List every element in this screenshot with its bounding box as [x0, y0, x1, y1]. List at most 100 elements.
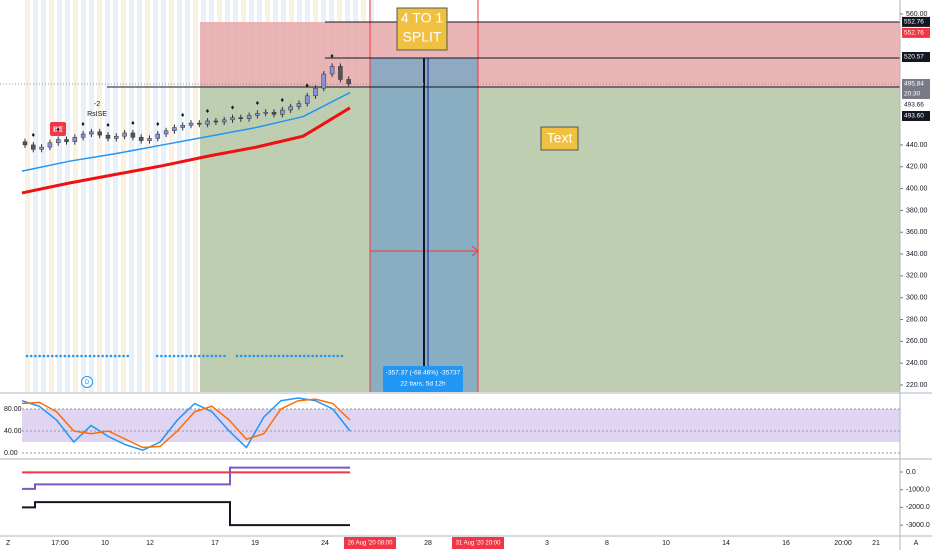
be-label: BE	[53, 126, 63, 133]
right-button[interactable]: A	[914, 540, 919, 547]
dot	[315, 354, 319, 358]
price-badge	[902, 100, 930, 111]
dot	[218, 354, 222, 358]
time-label: 14	[722, 540, 730, 547]
dot	[269, 354, 272, 358]
be-badge	[50, 122, 66, 136]
dot	[63, 354, 67, 358]
arrow-head	[471, 245, 479, 257]
dot	[101, 354, 104, 358]
candle-body	[114, 135, 119, 139]
lower-line	[22, 501, 350, 527]
text-label: Text	[547, 130, 573, 146]
candle-body	[329, 66, 335, 75]
signal-name: RsISE	[87, 111, 107, 118]
dot	[294, 354, 298, 358]
dot	[126, 354, 130, 358]
dot	[76, 354, 79, 358]
time-label: 3	[545, 540, 549, 547]
stripe	[41, 0, 46, 392]
measure-box	[383, 366, 463, 392]
time-label: 24	[321, 540, 329, 547]
time-label: 8	[605, 540, 609, 547]
candle-body	[205, 120, 210, 125]
dot	[193, 354, 197, 358]
stripe	[153, 0, 158, 392]
text-box	[540, 126, 579, 151]
dot	[273, 354, 277, 358]
dot	[223, 354, 226, 358]
lower-tick-label: -2000.0	[906, 504, 930, 511]
dot	[155, 354, 159, 358]
candle-body	[197, 122, 202, 125]
price-tick-label: 260.00	[906, 338, 928, 345]
candle-body	[188, 122, 194, 126]
price-badge	[902, 111, 930, 122]
signal-arrow: ♦	[231, 105, 235, 112]
candle-body	[238, 117, 244, 120]
split-label-box	[396, 7, 448, 51]
price-badge-label: 520.57	[904, 54, 924, 61]
candle-body	[288, 106, 293, 111]
dot	[80, 354, 83, 358]
moving-average	[21, 91, 351, 172]
dot	[340, 354, 344, 358]
candle-body	[72, 137, 78, 142]
candle-body	[138, 137, 144, 141]
signal-arrow: ♦	[32, 132, 36, 139]
dot	[256, 354, 260, 358]
stoch-line	[21, 398, 351, 449]
price-tick-label: 400.00	[906, 185, 928, 192]
signal-arrow: ♦	[156, 121, 160, 128]
candle-body	[313, 87, 318, 97]
price-tick-label: 280.00	[906, 316, 928, 323]
stripe	[129, 0, 134, 392]
candle-body	[80, 133, 86, 138]
price-tick-label: 440.00	[906, 142, 928, 149]
dot	[281, 354, 285, 358]
candle-body	[338, 66, 343, 80]
dot	[277, 354, 281, 358]
signal-arrow: ♦	[256, 100, 260, 107]
price-badge-label: 495.84	[904, 81, 924, 88]
dot	[248, 354, 251, 358]
stripe	[81, 0, 86, 392]
dot	[181, 354, 184, 358]
signal-arrow: ♦	[81, 121, 85, 128]
price-tick-label: 360.00	[906, 229, 928, 236]
stripe	[113, 0, 118, 392]
price-tick-label: 240.00	[906, 360, 928, 367]
dot	[252, 354, 256, 358]
dot	[29, 354, 33, 358]
stripe	[145, 0, 150, 392]
price-tick-label: 380.00	[906, 207, 928, 214]
price-tick-label: 220.00	[906, 382, 928, 389]
dot	[50, 354, 54, 358]
time-label: 10	[662, 540, 670, 547]
stripe	[73, 0, 78, 392]
stoch-tick-label: 0.00	[4, 450, 18, 457]
measure-text: -357.37 (-68.46%) -35737	[386, 370, 461, 377]
candle-body	[47, 142, 53, 148]
candle-body	[163, 130, 169, 135]
price-tick-label: 300.00	[906, 295, 928, 302]
signal-arrow: ♦	[305, 83, 309, 90]
time-highlight-label: 26 Aug '20 08:00	[348, 541, 394, 547]
signal-arrow: ♦	[281, 97, 285, 104]
signal-arrow: ♦	[181, 112, 185, 119]
dot	[34, 354, 37, 358]
stripe	[169, 0, 174, 392]
price-countdown: 20:30	[904, 91, 921, 98]
stripe	[25, 0, 30, 392]
candle-body	[105, 134, 111, 139]
stoch-tick-label: 80.00	[4, 406, 22, 413]
dot	[84, 354, 88, 358]
dot	[265, 354, 268, 358]
dot	[59, 354, 62, 358]
stripe	[137, 0, 142, 392]
dot	[113, 354, 117, 358]
dividend-marker[interactable]	[81, 376, 93, 388]
dot	[197, 354, 201, 358]
left-button[interactable]: Z	[6, 540, 11, 547]
stripe	[97, 0, 102, 392]
